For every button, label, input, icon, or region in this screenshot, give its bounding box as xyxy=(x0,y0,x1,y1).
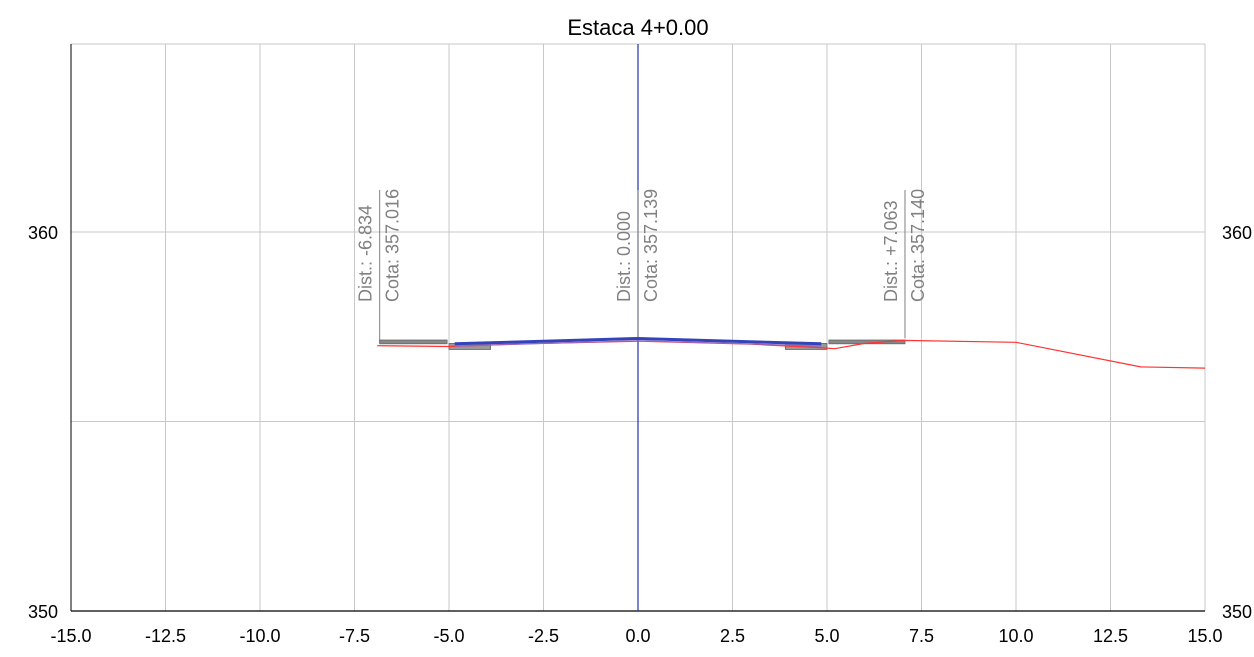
annotation-dist: Dist.: -6.834 xyxy=(356,205,376,302)
annotation-cota: Cota: 357.140 xyxy=(908,189,928,302)
x-tick-label: 12.5 xyxy=(1093,626,1128,646)
x-tick-label: 10.0 xyxy=(998,626,1033,646)
pavement-line xyxy=(454,337,822,346)
x-tick-label: -15.0 xyxy=(50,626,91,646)
x-tick-label: 2.5 xyxy=(720,626,745,646)
x-tick-label: 7.5 xyxy=(909,626,934,646)
x-tick-label: 5.0 xyxy=(814,626,839,646)
annotation-dist: Dist.: 0.000 xyxy=(614,211,634,302)
x-tick-label: -10.0 xyxy=(239,626,280,646)
y-tick-label-right: 360 xyxy=(1222,223,1252,243)
left-sidewalk xyxy=(379,339,448,345)
annotation-layer: Dist.: -6.834 Cota: 357.016 Dist.: 0.000 Co… xyxy=(356,189,928,344)
annotation-cota: Cota: 357.139 xyxy=(641,189,661,302)
x-tick-label: 0.0 xyxy=(625,626,650,646)
series-layer xyxy=(377,337,1206,369)
x-tick-label: 15.0 xyxy=(1187,626,1222,646)
annotation-dist: Dist.: +7.063 xyxy=(881,200,901,302)
y-tick-label-left: 360 xyxy=(28,223,58,243)
x-tick-label: -7.5 xyxy=(339,626,370,646)
y-tick-label-right: 350 xyxy=(1222,602,1252,622)
tick-labels: -15.0 -12.5 -10.0 -7.5 -5.0 -2.5 0.0 2.5 5.0 7.5 1… xyxy=(28,223,1252,646)
y-tick-label-left: 350 xyxy=(28,602,58,622)
x-tick-label: -2.5 xyxy=(528,626,559,646)
annotation-cota: Cota: 357.016 xyxy=(383,189,403,302)
x-tick-label: -12.5 xyxy=(145,626,186,646)
x-tick-label: -5.0 xyxy=(433,626,464,646)
subgrade-line xyxy=(454,340,822,347)
chart-title: Estaca 4+0.00 xyxy=(567,15,708,40)
